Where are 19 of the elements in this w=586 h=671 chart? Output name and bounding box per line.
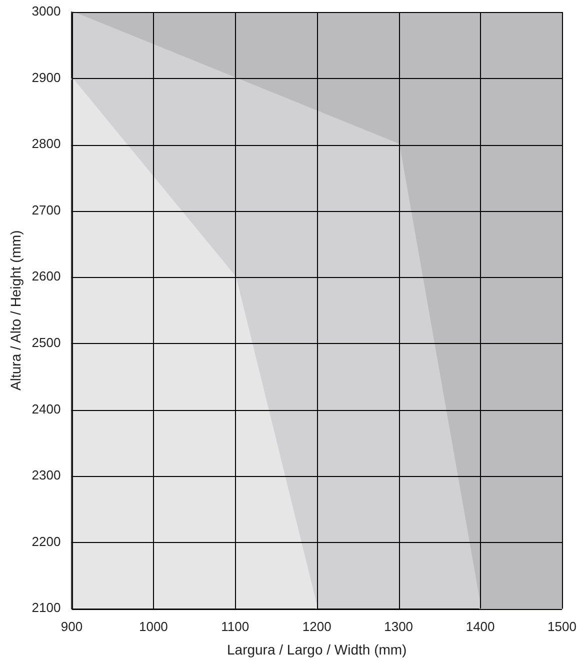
x-tick-label: 1000	[138, 618, 168, 634]
y-axis-title: Altura / Alto / Height (mm)	[7, 230, 24, 390]
y-tick-label: 2700	[32, 202, 61, 218]
y-tick-label: 2400	[32, 401, 61, 416]
y-tick-label: 2800	[32, 136, 61, 152]
x-tick-label: 1300	[384, 618, 414, 634]
x-tick-label: 1500	[548, 618, 576, 634]
x-tick-label: 900	[60, 618, 83, 634]
x-tick-label: 1400	[466, 618, 495, 634]
x-axis-title: Largura / Largo / Width (mm)	[226, 641, 407, 658]
y-tick-label: 3000	[32, 4, 61, 19]
y-tick-label: 2900	[32, 70, 61, 85]
x-tick-label: 1200	[302, 618, 332, 634]
y-tick-label: 2600	[32, 268, 61, 284]
y-tick-label: 2200	[32, 534, 61, 549]
y-tick-label: 2300	[32, 468, 61, 483]
x-tick-label: 1100	[221, 618, 250, 634]
y-tick-label: 2100	[32, 600, 61, 616]
y-tick-label: 2500	[32, 335, 61, 350]
